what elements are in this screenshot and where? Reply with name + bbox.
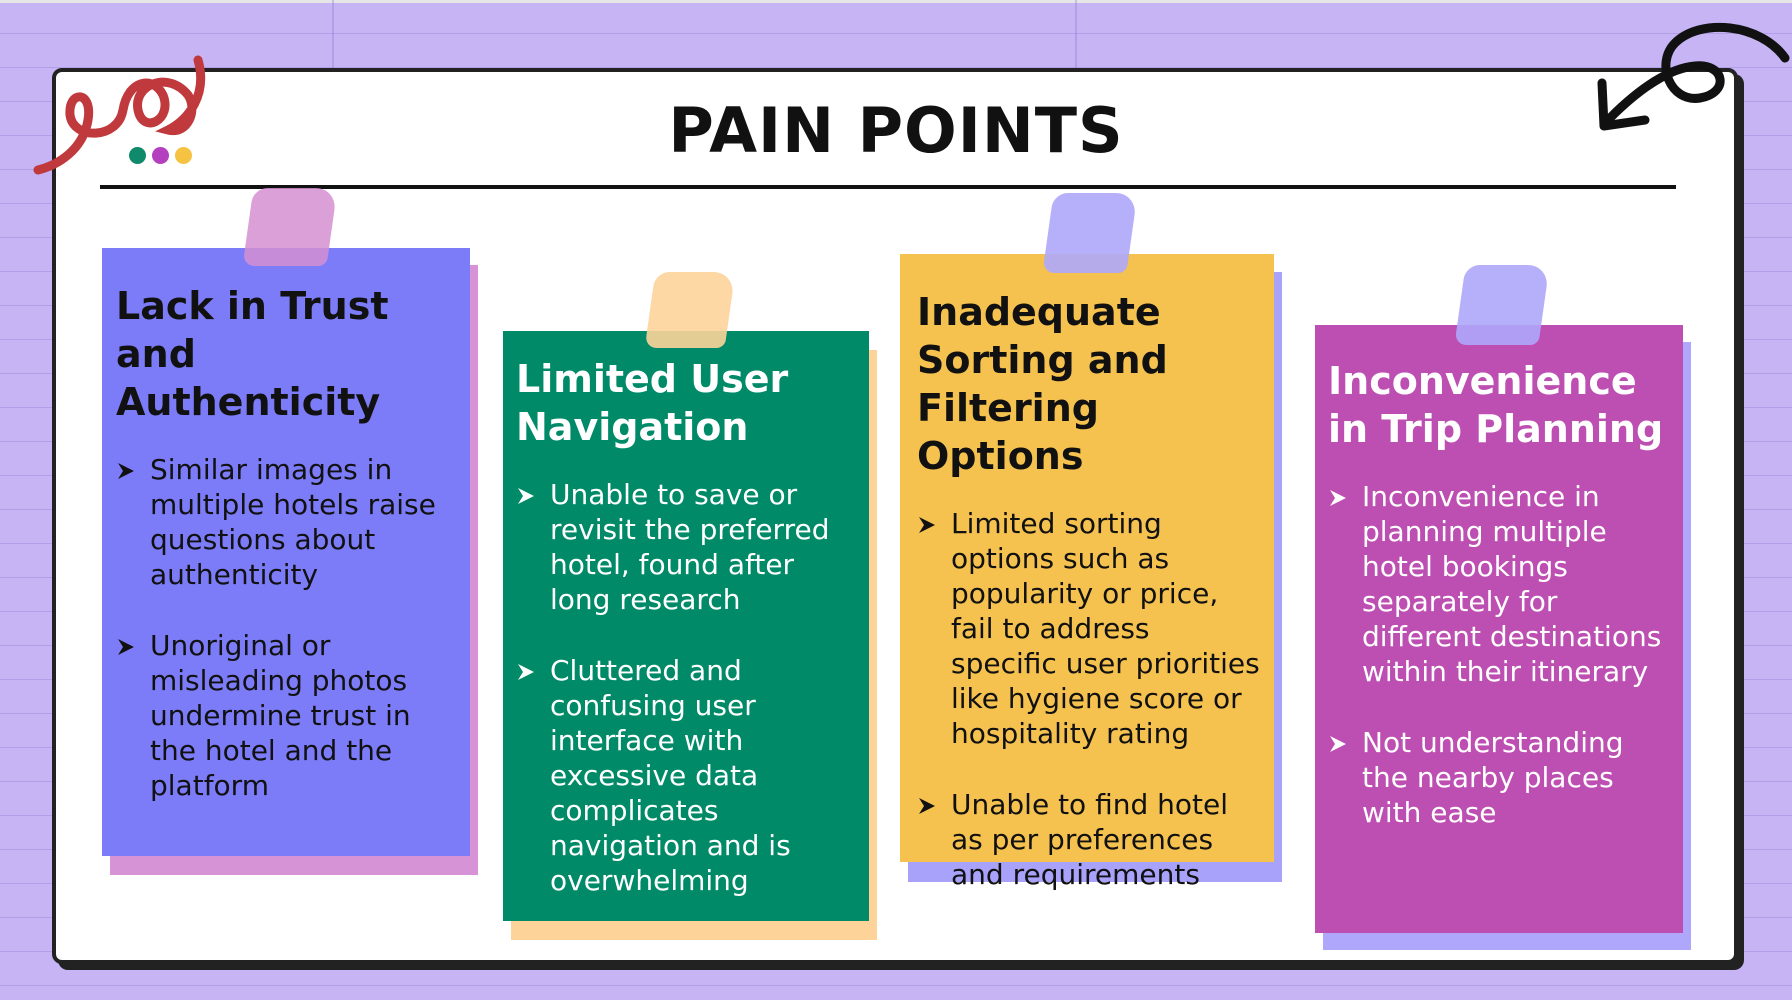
grid-line xyxy=(1075,0,1077,70)
page-title: PAIN POINTS xyxy=(668,94,1124,167)
arrow-bullet-icon xyxy=(118,639,134,655)
bullet-item: Inconvenience in planning multiple hotel… xyxy=(1328,479,1673,689)
card-title: Limited User Navigation xyxy=(516,357,789,449)
squiggle-icon xyxy=(33,55,206,175)
curved-arrow-icon xyxy=(1597,22,1790,131)
bullet-item: Unable to save or revisit the preferred … xyxy=(516,477,859,617)
arrow-bullet-icon xyxy=(518,664,534,680)
bullet-item: Not understanding the nearby places with… xyxy=(1328,725,1673,830)
card-trust: Lack in Trust and Authenticity Similar i… xyxy=(102,248,470,856)
card-title: Inconvenience in Trip Planning xyxy=(1328,359,1664,451)
arrow-bullet-icon xyxy=(919,517,935,533)
card-title: Lack in Trust and Authenticity xyxy=(116,284,389,424)
arrow-bullet-icon xyxy=(518,488,534,504)
bullet-item: Unoriginal or misleading photos undermin… xyxy=(116,628,460,803)
arrow-bullet-icon xyxy=(1330,490,1346,506)
tape-decoration xyxy=(242,188,338,266)
title-underline xyxy=(100,185,1676,189)
dot-magenta xyxy=(152,147,169,164)
dot-green xyxy=(129,147,146,164)
card-sorting: Inadequate Sorting and Filtering Options… xyxy=(900,254,1274,891)
arrow-bullet-icon xyxy=(919,798,935,814)
arrow-bullet-icon xyxy=(1330,736,1346,752)
tape-decoration xyxy=(1042,193,1138,273)
card-title: Inadequate Sorting and Filtering Options xyxy=(917,290,1168,478)
grid-line xyxy=(332,0,334,70)
card-trip-planning: Inconvenience in Trip Planning Inconveni… xyxy=(1315,325,1683,933)
bullet-item: Unable to find hotel as per preferences … xyxy=(917,787,1264,892)
bullet-item: Similar images in multiple hotels raise … xyxy=(116,452,460,592)
top-strip xyxy=(0,0,1792,3)
tape-decoration xyxy=(644,272,736,348)
bullet-item: Cluttered and confusing user interface w… xyxy=(516,653,859,898)
dot-yellow xyxy=(175,147,192,164)
arrow-bullet-icon xyxy=(118,463,134,479)
tape-decoration xyxy=(1454,265,1550,345)
bullet-item: Limited sorting options such as populari… xyxy=(917,506,1264,751)
card-navigation: Limited User Navigation Unable to save o… xyxy=(503,331,869,921)
